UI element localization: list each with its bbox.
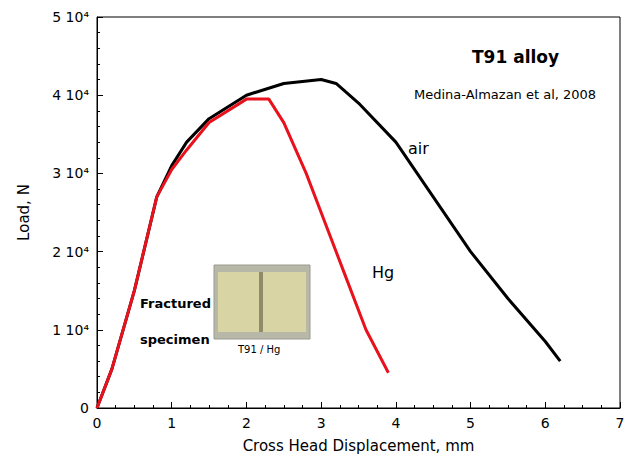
svg-text:Medina-Almazan et al, 2008: Medina-Almazan et al, 2008 (414, 87, 596, 102)
svg-text:3: 3 (317, 415, 326, 431)
svg-text:Hg: Hg (372, 263, 394, 282)
svg-text:2 10⁴: 2 10⁴ (52, 244, 89, 260)
svg-text:air: air (408, 139, 429, 158)
svg-text:4 10⁴: 4 10⁴ (52, 87, 89, 103)
svg-text:2: 2 (242, 415, 251, 431)
svg-text:0: 0 (93, 415, 102, 431)
svg-text:0: 0 (80, 400, 89, 416)
svg-text:1: 1 (167, 415, 176, 431)
svg-text:Load, N: Load, N (15, 184, 33, 241)
svg-text:4: 4 (391, 415, 400, 431)
svg-text:specimen: specimen (140, 332, 210, 347)
svg-text:1 10⁴: 1 10⁴ (52, 322, 89, 338)
svg-text:Cross Head Displacement, mm: Cross Head Displacement, mm (243, 437, 475, 455)
svg-text:T91 alloy: T91 alloy (472, 47, 559, 67)
svg-text:Fractured: Fractured (140, 296, 211, 311)
svg-text:5 10⁴: 5 10⁴ (52, 9, 89, 25)
svg-text:T91 / Hg: T91 / Hg (237, 344, 280, 355)
svg-text:5: 5 (466, 415, 475, 431)
svg-text:7: 7 (616, 415, 625, 431)
svg-text:6: 6 (541, 415, 550, 431)
svg-text:3 10⁴: 3 10⁴ (52, 165, 89, 181)
